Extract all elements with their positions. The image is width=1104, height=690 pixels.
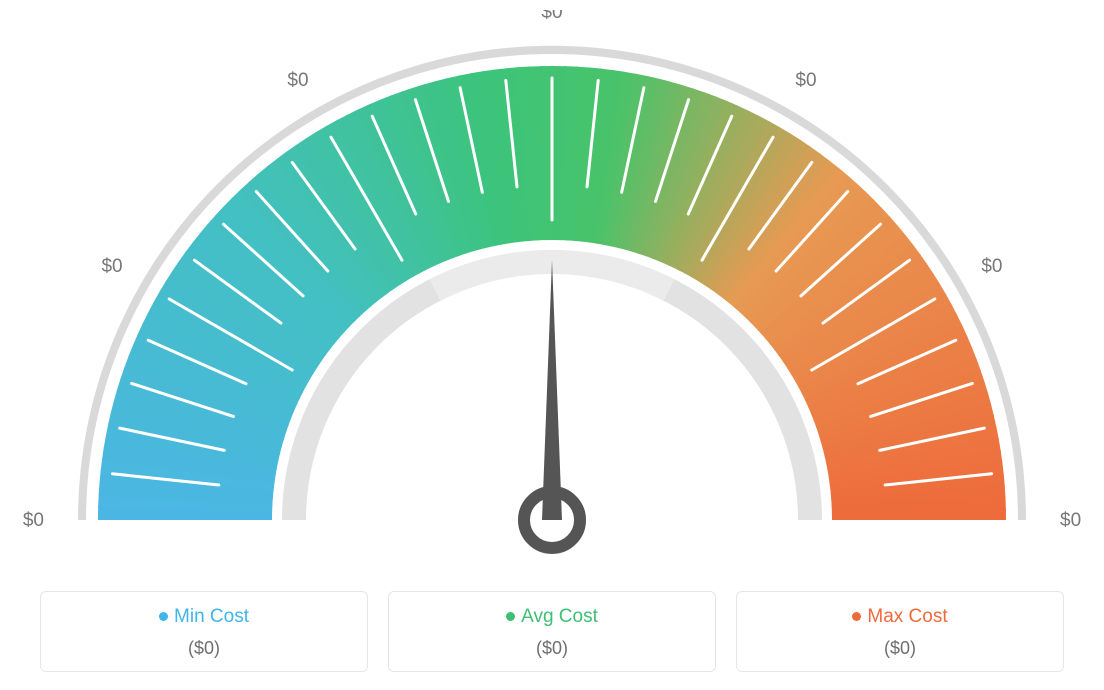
legend-label-avg: Avg Cost <box>399 606 705 628</box>
legend-value-min: ($0) <box>51 638 357 659</box>
cost-gauge-infographic: $0 $0 $0 $0 $0 $0 $0 Min Cost ($0) Avg Cost ($… <box>0 0 1104 690</box>
gauge-chart: $0 $0 $0 $0 $0 $0 $0 <box>0 0 1104 560</box>
gauge-tick-label: $0 <box>981 256 1002 277</box>
gauge-tick-label: $0 <box>795 70 816 91</box>
legend-text-max: Max Cost <box>867 606 947 627</box>
legend-dot-min <box>159 612 168 621</box>
gauge-tick-label: $0 <box>23 510 44 531</box>
legend-value-max: ($0) <box>747 638 1053 659</box>
legend-box-min: Min Cost ($0) <box>40 591 368 672</box>
gauge-svg: $0 $0 $0 $0 $0 $0 $0 <box>0 10 1104 570</box>
legend-row: Min Cost ($0) Avg Cost ($0) Max Cost ($0… <box>40 591 1064 672</box>
legend-value-avg: ($0) <box>399 638 705 659</box>
gauge-tick-label: $0 <box>101 256 122 277</box>
legend-label-max: Max Cost <box>747 606 1053 628</box>
legend-text-avg: Avg Cost <box>521 606 598 627</box>
gauge-tick-label: $0 <box>1060 510 1081 531</box>
legend-label-min: Min Cost <box>51 606 357 628</box>
gauge-tick-label: $0 <box>287 70 308 91</box>
legend-dot-avg <box>506 612 515 621</box>
legend-box-avg: Avg Cost ($0) <box>388 591 716 672</box>
gauge-tick-label: $0 <box>541 10 562 23</box>
legend-dot-max <box>852 612 861 621</box>
legend-box-max: Max Cost ($0) <box>736 591 1064 672</box>
legend-text-min: Min Cost <box>174 606 249 627</box>
